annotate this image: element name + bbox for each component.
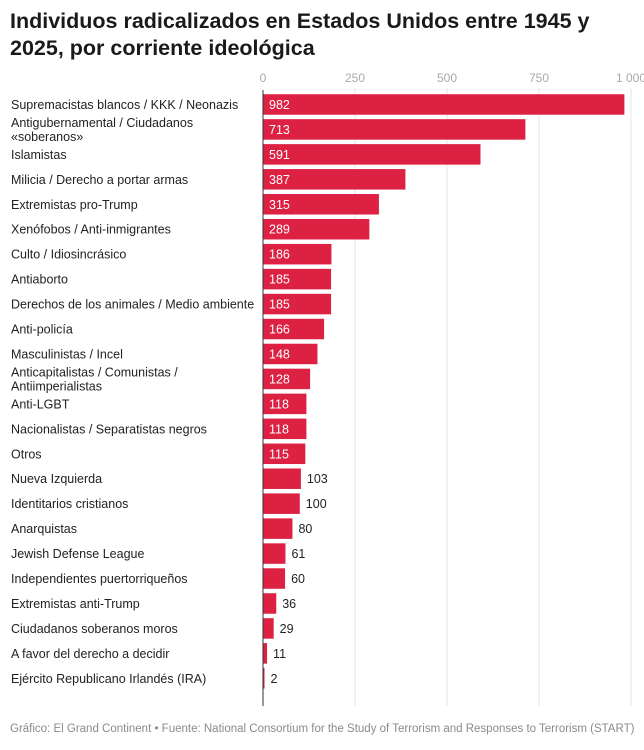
bar [263, 343, 318, 365]
data-label: 982 [269, 98, 290, 112]
category-label: Supremacistas blancos / KKK / Neonazis [11, 98, 238, 112]
category-label: Extremistas pro-Trump [11, 198, 138, 212]
bar [263, 543, 286, 564]
data-label: 11 [273, 647, 286, 661]
bar [263, 568, 286, 589]
category-label: A favor del derecho a decidir [11, 647, 169, 661]
data-label: 591 [269, 148, 290, 162]
data-label: 2 [271, 672, 278, 686]
category-label: Nacionalistas / Separatistas negros [11, 422, 207, 436]
bar [263, 368, 311, 390]
data-label: 185 [269, 273, 290, 287]
category-label: Ejército Republicano Irlandés (IRA) [11, 672, 206, 686]
x-tick-label: 750 [529, 71, 549, 85]
category-label: Masculinistas / Incel [11, 348, 123, 362]
chart-title: Individuos radicalizados en Estados Unid… [10, 9, 590, 60]
chart-footer: Gráfico: El Grand Continent • Fuente: Na… [10, 723, 635, 735]
data-label: 60 [291, 572, 305, 586]
bar [263, 218, 370, 240]
data-label: 315 [269, 198, 290, 212]
bar [263, 169, 406, 190]
category-label: Culto / Idiosincrásico [11, 248, 126, 262]
bar [263, 393, 307, 415]
data-label: 166 [269, 323, 290, 337]
data-label: 29 [280, 622, 294, 636]
data-label: 186 [269, 248, 290, 262]
data-label: 118 [269, 422, 289, 436]
category-label: Independientes puertorriqueños [11, 572, 188, 586]
x-tick-label: 500 [437, 71, 457, 85]
data-label: 118 [269, 397, 289, 411]
category-label: Anticapitalistas / Comunistas / Antiimper… [11, 365, 178, 393]
data-label: 61 [291, 547, 305, 561]
data-label: 289 [269, 223, 290, 237]
x-tick-label: 250 [345, 71, 365, 85]
category-label: Identitarios cristianos [11, 497, 128, 511]
data-label: 103 [307, 472, 328, 486]
bar [263, 618, 274, 639]
data-label: 36 [282, 597, 296, 611]
x-tick-label: 1 000 [616, 71, 644, 85]
bar [263, 318, 325, 340]
category-label: Otros [11, 447, 42, 461]
category-label: Milicia / Derecho a portar armas [11, 173, 188, 187]
bar [263, 268, 332, 290]
data-label: 100 [306, 497, 327, 511]
bar [263, 468, 301, 489]
category-label: Jewish Defense League [11, 547, 144, 561]
bar [263, 94, 625, 115]
bar [263, 119, 526, 140]
bar [263, 593, 277, 614]
category-label: Nueva Izquierda [11, 472, 102, 486]
bar [263, 643, 268, 664]
bar [263, 144, 481, 165]
bar [263, 418, 307, 440]
category-label: Anti-policía [11, 323, 73, 337]
category-label: Anti-LGBT [11, 397, 70, 411]
category-label: Antigubernamental / Ciudadanos «soberanos… [11, 116, 193, 144]
data-label: 80 [298, 522, 312, 536]
bar [263, 668, 265, 689]
bar [263, 518, 293, 539]
data-label: 128 [269, 372, 290, 386]
data-label: 148 [269, 347, 290, 361]
data-label: 713 [269, 123, 290, 137]
data-label: 185 [269, 298, 290, 312]
x-tick-label: 0 [260, 71, 267, 85]
bar [263, 443, 306, 465]
category-label: Islamistas [11, 148, 67, 162]
bar [263, 243, 332, 265]
category-label: Extremistas anti-Trump [11, 597, 140, 611]
category-label: Antiaborto [11, 273, 68, 287]
data-label: 387 [269, 173, 290, 187]
bar [263, 493, 300, 514]
category-label: Xenófobos / Anti-inmigrantes [11, 223, 171, 237]
bar [263, 293, 332, 315]
category-label: Ciudadanos soberanos moros [11, 622, 178, 636]
category-label: Anarquistas [11, 522, 77, 536]
category-label: Derechos de los animales / Medio ambient… [11, 298, 254, 312]
data-label: 115 [269, 447, 289, 461]
bar [263, 194, 379, 215]
